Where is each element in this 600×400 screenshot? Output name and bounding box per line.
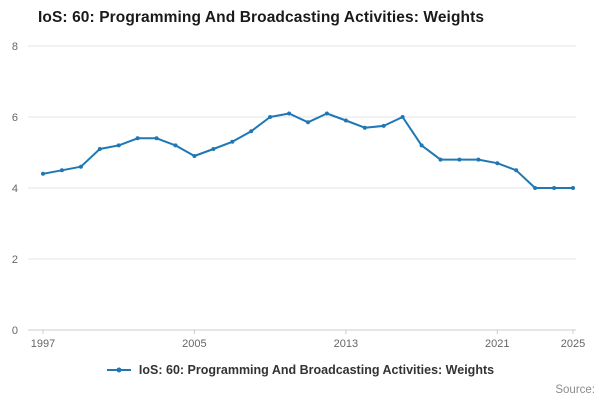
svg-text:0: 0 xyxy=(12,325,18,337)
svg-text:8: 8 xyxy=(12,41,18,53)
svg-text:1997: 1997 xyxy=(31,338,55,350)
source-text: Source: xyxy=(555,384,595,396)
svg-text:2013: 2013 xyxy=(334,338,358,350)
svg-text:6: 6 xyxy=(12,112,18,124)
svg-text:4: 4 xyxy=(12,183,18,195)
chart-title: IoS: 60: Programming And Broadcasting Ac… xyxy=(38,9,485,26)
svg-text:2005: 2005 xyxy=(182,338,206,350)
svg-text:2021: 2021 xyxy=(485,338,509,350)
line-chart: 0 2 4 6 8 1997 2005 2013 2021 2025 xyxy=(12,41,585,350)
svg-text:2025: 2025 xyxy=(561,338,585,350)
svg-text:2: 2 xyxy=(12,254,18,266)
legend-item[interactable]: IoS: 60: Programming And Broadcasting Ac… xyxy=(0,363,600,377)
legend-label: IoS: 60: Programming And Broadcasting Ac… xyxy=(138,363,495,377)
legend-line-icon xyxy=(106,367,131,373)
